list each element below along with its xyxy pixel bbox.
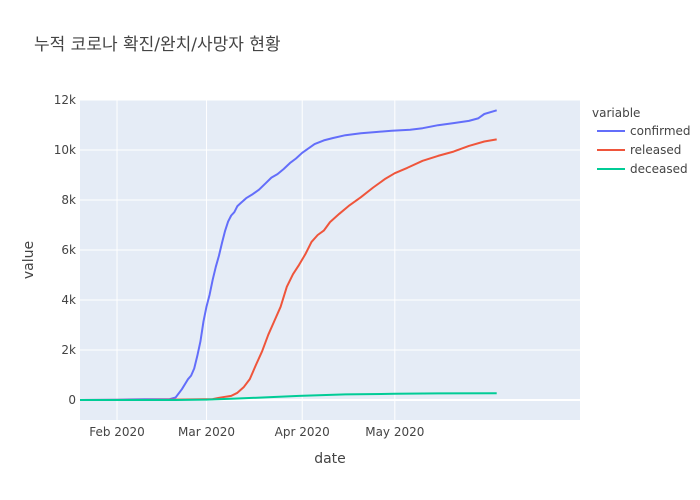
legend: variable confirmed released deceased xyxy=(592,106,691,176)
x-axis-title: date xyxy=(314,451,346,467)
y-tick-label: 2k xyxy=(61,343,76,357)
x-axis-ticks: Feb 2020 Mar 2020 Apr 2020 May 2020 xyxy=(89,425,424,439)
series-line-confirmed xyxy=(79,109,497,401)
x-tick-label: Apr 2020 xyxy=(275,425,330,439)
legend-label-confirmed: confirmed xyxy=(630,124,691,138)
y-tick-label: 8k xyxy=(61,193,76,207)
y-axis-ticks: 0 2k 4k 6k 8k 10k 12k xyxy=(54,93,76,407)
series-line-released xyxy=(79,138,497,401)
x-tick-label: Feb 2020 xyxy=(89,425,145,439)
legend-title: variable xyxy=(592,106,640,120)
y-axis-title: value xyxy=(21,241,37,279)
plot-background xyxy=(80,100,580,420)
x-tick-label: Mar 2020 xyxy=(178,425,235,439)
y-tick-label: 4k xyxy=(61,293,76,307)
grid-lines xyxy=(80,99,580,420)
chart-title: 누적 코로나 확진/완치/사망자 현황 xyxy=(34,35,281,55)
series-line-deceased xyxy=(80,392,497,401)
y-tick-label: 6k xyxy=(61,243,76,257)
x-tick-label: May 2020 xyxy=(365,425,424,439)
legend-label-deceased: deceased xyxy=(630,162,688,176)
y-tick-label: 12k xyxy=(54,93,76,107)
series-lines xyxy=(79,109,497,401)
y-tick-label: 10k xyxy=(54,143,76,157)
legend-label-released: released xyxy=(630,143,681,157)
y-tick-label: 0 xyxy=(68,393,76,407)
